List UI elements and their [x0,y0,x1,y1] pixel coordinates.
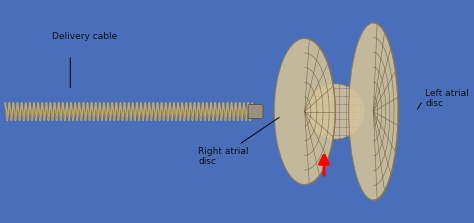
Text: Delivery cable: Delivery cable [52,32,118,41]
Ellipse shape [274,38,335,185]
FancyBboxPatch shape [248,105,263,118]
Ellipse shape [306,84,365,139]
Text: Right atrial
disc: Right atrial disc [198,147,249,166]
Ellipse shape [349,23,398,200]
Text: Left atrial
disc: Left atrial disc [425,89,469,108]
